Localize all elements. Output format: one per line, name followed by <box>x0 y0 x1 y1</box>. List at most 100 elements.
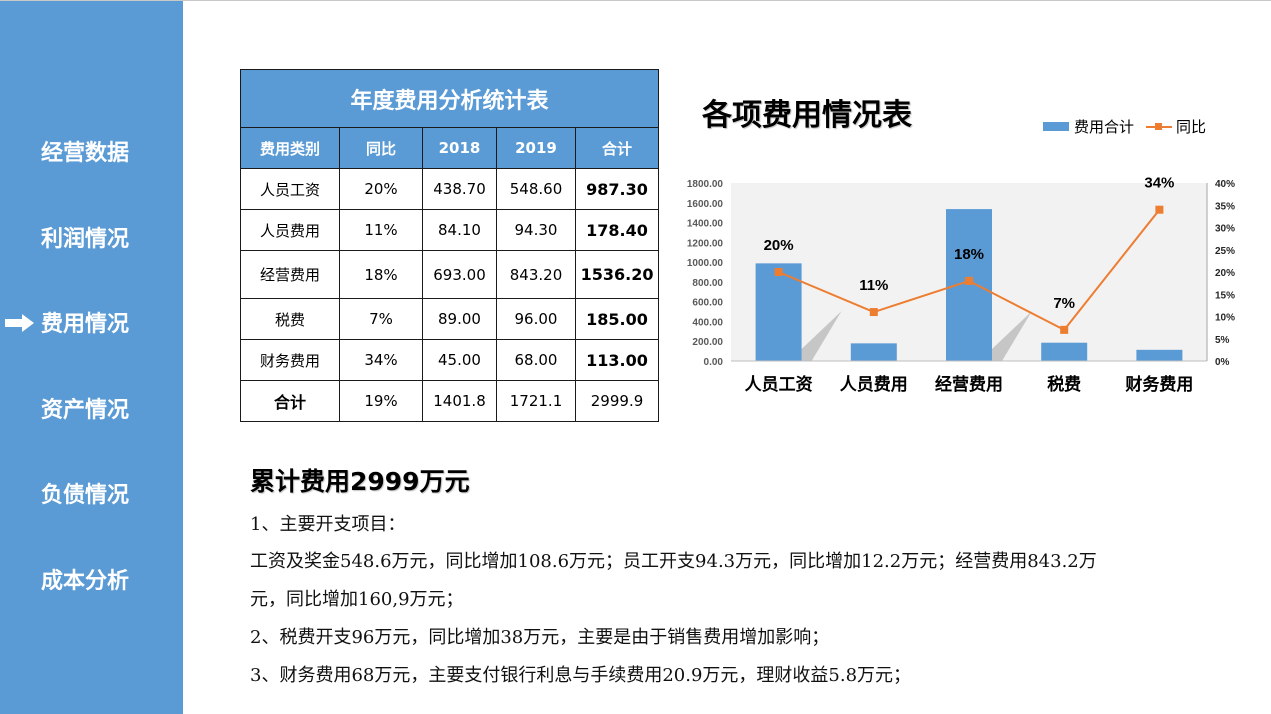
sidebar-item-cost-analysis[interactable]: 成本分析 <box>0 559 183 599</box>
cell-2019: 94.30 <box>496 209 576 251</box>
y-right-tick: 30% <box>1215 224 1235 235</box>
table-row: 经营费用 18% 693.00 843.20 1536.20 <box>240 250 660 299</box>
cell-2019: 96.00 <box>496 298 576 340</box>
y-left-tick: 600.00 <box>692 298 723 309</box>
cell-total: 987.30 <box>574 168 660 210</box>
cell-2019: 548.60 <box>496 168 576 210</box>
arrow-right-icon <box>5 314 34 332</box>
data-label: 20% <box>764 237 794 254</box>
table-row: 人员工资 20% 438.70 548.60 987.30 <box>240 168 660 210</box>
header-2019: 2019 <box>496 127 576 169</box>
table-row: 税费 7% 89.00 96.00 185.00 <box>240 298 660 340</box>
yoy-marker <box>774 268 783 276</box>
sidebar-item-label: 经营数据 <box>41 141 130 166</box>
bar-shadow <box>992 311 1032 361</box>
expense-stat-table: 年度费用分析统计表 费用类别 同比 2018 2019 合计 人员工资 20% … <box>239 69 660 422</box>
table-header-row: 费用类别 同比 2018 2019 合计 <box>240 127 660 169</box>
y-left-tick: 800.00 <box>692 278 723 289</box>
cell-2018: 89.00 <box>422 298 497 340</box>
summary-line: 元，同比增加160,9万元； <box>250 589 464 610</box>
table-row: 财务费用 34% 45.00 68.00 113.00 <box>240 339 660 381</box>
cell-category: 经营费用 <box>240 250 340 299</box>
cell-category: 财务费用 <box>240 339 340 381</box>
yoy-marker <box>1155 205 1164 214</box>
cell-2018: 84.10 <box>422 209 497 251</box>
cell-yoy: 34% <box>339 339 423 381</box>
cell-2018: 438.70 <box>422 168 497 210</box>
legend-bar-swatch <box>1043 122 1069 131</box>
header-total: 合计 <box>574 127 660 169</box>
yoy-marker <box>965 276 973 285</box>
y-right-tick: 0% <box>1215 357 1230 368</box>
legend-label-yoy: 同比 <box>1176 118 1207 136</box>
sidebar-item-label: 成本分析 <box>41 569 130 594</box>
y-right-tick: 5% <box>1215 335 1230 346</box>
y-left-tick: 1000.00 <box>687 258 724 269</box>
sidebar-item-label: 利润情况 <box>41 227 130 252</box>
bar <box>946 209 992 361</box>
legend-label-total: 费用合计 <box>1074 118 1135 136</box>
table-row: 人员费用 11% 84.10 94.30 178.40 <box>240 209 660 251</box>
y-left-tick: 1200.00 <box>687 238 724 249</box>
summary-line: 3、财务费用68万元，主要支付银行利息与手续费用20.9万元，理财收益5.8万元… <box>250 665 912 686</box>
y-left-tick: 1800.00 <box>687 179 724 190</box>
cell-category: 人员费用 <box>240 209 340 251</box>
cell-category: 税费 <box>240 298 340 340</box>
summary-line: 工资及奖金548.6万元，同比增加108.6万元；员工开支94.3万元，同比增加… <box>250 551 1097 572</box>
x-category-label: 财务费用 <box>1124 374 1193 395</box>
y-left-tick: 400.00 <box>692 317 723 328</box>
table-title: 年度费用分析统计表 <box>239 69 660 128</box>
data-label: 11% <box>859 277 888 294</box>
y-left-tick: 0.00 <box>704 357 724 368</box>
y-left-tick: 200.00 <box>692 337 723 348</box>
legend-line-swatch <box>1146 121 1173 133</box>
y-right-tick: 10% <box>1215 313 1235 324</box>
summary-line: 1、主要开支项目： <box>250 514 406 535</box>
expense-combo-chart: 0.00 200.00 400.00 600.00 800.00 1000.00 1200.… <box>687 175 1235 395</box>
cell-2018: 693.00 <box>422 250 497 299</box>
header-category: 费用类别 <box>240 127 340 169</box>
cell-total: 113.00 <box>574 339 660 381</box>
y-left-tick: 1400.00 <box>687 219 724 230</box>
cell-category: 合计 <box>240 380 340 422</box>
sidebar-item-label: 负债情况 <box>41 483 130 508</box>
table-total-row: 合计 19% 1401.8 1721.1 2999.9 <box>240 380 660 422</box>
cell-category: 人员工资 <box>240 168 340 210</box>
cell-yoy: 19% <box>339 380 423 422</box>
cell-2019: 1721.1 <box>496 380 576 422</box>
yoy-marker <box>869 308 878 317</box>
header-yoy: 同比 <box>339 127 423 169</box>
summary-title: 累计费用2999万元 <box>250 467 470 496</box>
x-category-label: 人员费用 <box>840 374 908 395</box>
sidebar-item-liabilities[interactable]: 负债情况 <box>0 473 183 513</box>
sidebar-item-expenses[interactable]: 费用情况 <box>0 302 183 342</box>
bar <box>1136 349 1183 361</box>
header-2018: 2018 <box>422 127 497 169</box>
y-right-tick: 15% <box>1215 290 1235 301</box>
cell-yoy: 20% <box>339 168 423 210</box>
sidebar-item-assets[interactable]: 资产情况 <box>0 388 183 428</box>
cell-2019: 843.20 <box>496 250 576 299</box>
sidebar-item-label: 费用情况 <box>41 312 130 337</box>
bar <box>850 343 897 361</box>
chart-title: 各项费用情况表 <box>702 98 912 133</box>
bar-shadow <box>801 311 842 361</box>
cell-total: 2999.9 <box>574 380 660 422</box>
sidebar-item-business-data[interactable]: 经营数据 <box>0 131 183 171</box>
sidebar-nav: 经营数据 利润情况 费用情况 资产情况 负债情况 成本分析 <box>0 1 183 714</box>
cell-yoy: 11% <box>339 209 423 251</box>
x-category-label: 人员工资 <box>745 374 813 395</box>
top-border <box>0 0 1271 1</box>
bar <box>755 263 802 361</box>
cell-yoy: 7% <box>339 298 423 340</box>
chart-legend: 费用合计 同比 <box>1043 116 1206 137</box>
x-category-label: 经营费用 <box>935 374 1003 395</box>
cell-total: 1536.20 <box>574 250 660 299</box>
cell-total: 185.00 <box>574 298 660 340</box>
cell-2018: 1401.8 <box>422 380 497 422</box>
sidebar-item-label: 资产情况 <box>41 398 130 423</box>
data-label: 7% <box>1053 295 1075 312</box>
sidebar-item-profit[interactable]: 利润情况 <box>0 217 183 257</box>
bar <box>1041 342 1088 361</box>
y-left-tick: 1600.00 <box>687 199 724 210</box>
